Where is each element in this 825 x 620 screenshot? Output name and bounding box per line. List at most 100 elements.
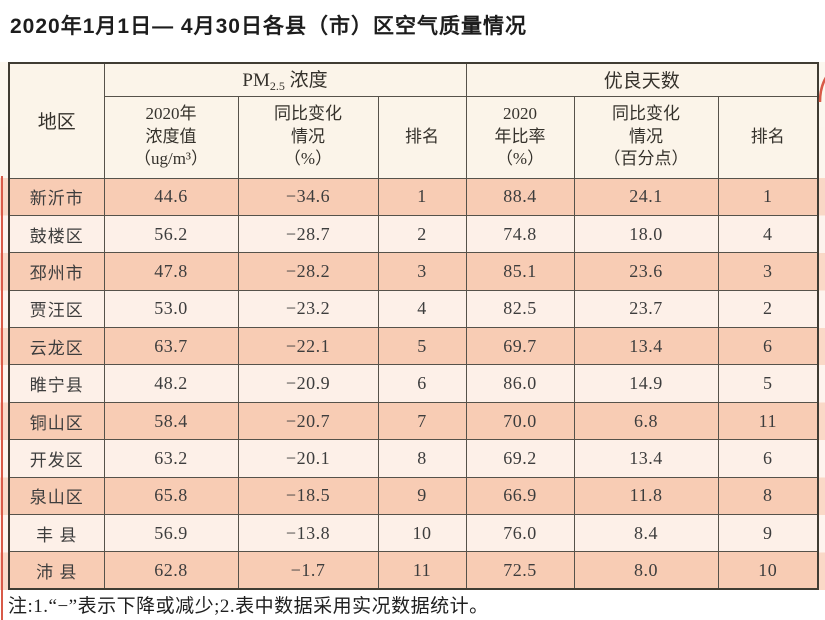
- row-stripe-bleed-left: [0, 62, 8, 590]
- col-header-region: 地区: [8, 62, 105, 179]
- cell-pm-change: −23.2: [237, 289, 379, 329]
- cell-region: 贾汪区: [8, 289, 105, 329]
- cell-good-rank: 10: [717, 551, 819, 590]
- cell-good-change: 23.6: [573, 252, 719, 291]
- cell-pm-change: −20.1: [237, 439, 379, 478]
- pm25-label-subscript: 2.5: [269, 79, 285, 94]
- cell-pm-change: −22.1: [237, 327, 379, 366]
- bleed-rows-segment: [817, 178, 825, 590]
- cell-pm-value: 56.9: [103, 514, 239, 553]
- cell-good-change: 11.8: [573, 476, 719, 516]
- footnote: 注:1.“−”表示下降或减少;2.表中数据采用实况数据统计。: [8, 596, 489, 617]
- bleed-header-segment: [817, 62, 825, 178]
- cell-pm-change: −20.9: [237, 364, 379, 403]
- table-row: 开发区 63.2 −20.1 8 69.2 13.4 6: [8, 439, 819, 478]
- cell-good-rank: 4: [717, 214, 819, 254]
- col-header-pm-change: 同比变化 情况 （%）: [237, 95, 379, 179]
- bleed-header-segment: [0, 62, 8, 178]
- cell-pm-value: 63.7: [103, 327, 239, 366]
- cell-pm-rank: 6: [377, 364, 467, 403]
- col-header-good-ratio: 2020 年比率 （%）: [465, 95, 575, 179]
- red-frame-left-line: [1, 176, 3, 620]
- cell-good-rank: 11: [717, 401, 819, 441]
- cell-good-ratio: 70.0: [465, 401, 575, 441]
- col-header-good-rank: 排名: [717, 95, 819, 179]
- table-body: 新沂市 44.6 −34.6 1 88.4 24.1 1 鼓楼区 56.2 −2…: [8, 177, 819, 590]
- cell-pm-change: −18.5: [237, 476, 379, 516]
- pm25-label-base: PM: [242, 70, 270, 92]
- table-row: 丰 县 56.9 −13.8 10 76.0 8.4 9: [8, 514, 819, 553]
- cell-pm-rank: 8: [377, 439, 467, 478]
- cell-pm-value: 63.2: [103, 439, 239, 478]
- cell-region: 邳州市: [8, 252, 105, 291]
- cell-good-rank: 2: [717, 289, 819, 329]
- col-header-pm-rank: 排名: [377, 95, 467, 179]
- cell-pm-rank: 10: [377, 514, 467, 553]
- cell-good-ratio: 86.0: [465, 364, 575, 403]
- cell-pm-change: −28.7: [237, 214, 379, 254]
- table-row: 沛 县 62.8 −1.7 11 72.5 8.0 10: [8, 551, 819, 590]
- cell-good-ratio: 69.2: [465, 439, 575, 478]
- cell-pm-rank: 9: [377, 476, 467, 516]
- cell-pm-rank: 11: [377, 551, 467, 590]
- cell-pm-change: −13.8: [237, 514, 379, 553]
- cell-pm-value: 48.2: [103, 364, 239, 403]
- cell-pm-value: 47.8: [103, 252, 239, 291]
- cell-good-rank: 8: [717, 476, 819, 516]
- col-group-pm25: PM2.5 浓度: [103, 62, 467, 97]
- cell-good-ratio: 76.0: [465, 514, 575, 553]
- page-title: 2020年1月1日— 4月30日各县（市）区空气质量情况: [10, 15, 527, 38]
- table-row: 睢宁县 48.2 −20.9 6 86.0 14.9 5: [8, 364, 819, 403]
- table-row: 泉山区 65.8 −18.5 9 66.9 11.8 8: [8, 476, 819, 516]
- cell-good-change: 8.4: [573, 514, 719, 553]
- cell-good-ratio: 72.5: [465, 551, 575, 590]
- table-row: 新沂市 44.6 −34.6 1 88.4 24.1 1: [8, 177, 819, 216]
- cell-pm-rank: 7: [377, 401, 467, 441]
- cell-region: 沛 县: [8, 551, 105, 590]
- cell-pm-rank: 3: [377, 252, 467, 291]
- cell-pm-value: 62.8: [103, 551, 239, 590]
- table-row: 铜山区 58.4 −20.7 7 70.0 6.8 11: [8, 401, 819, 441]
- cell-good-rank: 5: [717, 364, 819, 403]
- row-stripe-bleed-right: [817, 62, 825, 590]
- bleed-rows-segment: [0, 178, 8, 590]
- table-row: 云龙区 63.7 −22.1 5 69.7 13.4 6: [8, 327, 819, 366]
- cell-good-ratio: 74.8: [465, 214, 575, 254]
- cell-good-rank: 1: [717, 177, 819, 216]
- cell-region: 云龙区: [8, 327, 105, 366]
- table-row: 贾汪区 53.0 −23.2 4 82.5 23.7 2: [8, 289, 819, 329]
- cell-good-change: 24.1: [573, 177, 719, 216]
- cell-good-ratio: 85.1: [465, 252, 575, 291]
- cell-good-change: 14.9: [573, 364, 719, 403]
- air-quality-table: 地区 PM2.5 浓度 优良天数 2020年 浓度值 （ug/m³） 同比变化 …: [8, 62, 820, 591]
- table-row: 邳州市 47.8 −28.2 3 85.1 23.6 3: [8, 252, 819, 291]
- cell-region: 新沂市: [8, 177, 105, 216]
- cell-good-change: 23.7: [573, 289, 719, 329]
- cell-pm-change: −1.7: [237, 551, 379, 590]
- cell-good-rank: 6: [717, 439, 819, 478]
- cell-good-rank: 6: [717, 327, 819, 366]
- cell-good-ratio: 82.5: [465, 289, 575, 329]
- pm25-label-suffix: 浓度: [284, 70, 328, 92]
- cell-pm-change: −28.2: [237, 252, 379, 291]
- cell-good-change: 18.0: [573, 214, 719, 254]
- cell-region: 开发区: [8, 439, 105, 478]
- cell-good-change: 6.8: [573, 401, 719, 441]
- cell-pm-rank: 2: [377, 214, 467, 254]
- cell-good-change: 8.0: [573, 551, 719, 590]
- cell-pm-rank: 4: [377, 289, 467, 329]
- cell-good-ratio: 66.9: [465, 476, 575, 516]
- cell-region: 睢宁县: [8, 364, 105, 403]
- cell-good-change: 13.4: [573, 439, 719, 478]
- cell-good-change: 13.4: [573, 327, 719, 366]
- cell-good-rank: 9: [717, 514, 819, 553]
- cell-pm-value: 56.2: [103, 214, 239, 254]
- cell-good-ratio: 69.7: [465, 327, 575, 366]
- header-group-row: 地区 PM2.5 浓度 优良天数: [8, 62, 819, 179]
- cell-pm-rank: 5: [377, 327, 467, 366]
- cell-pm-value: 65.8: [103, 476, 239, 516]
- header-sub-row: 2020年 浓度值 （ug/m³） 同比变化 情况 （%） 排名 2020 年比…: [9, 95, 819, 179]
- cell-region: 泉山区: [8, 476, 105, 516]
- table-header: 地区 PM2.5 浓度 优良天数 2020年 浓度值 （ug/m³） 同比变化 …: [8, 62, 819, 179]
- col-group-good-days: 优良天数: [465, 62, 819, 97]
